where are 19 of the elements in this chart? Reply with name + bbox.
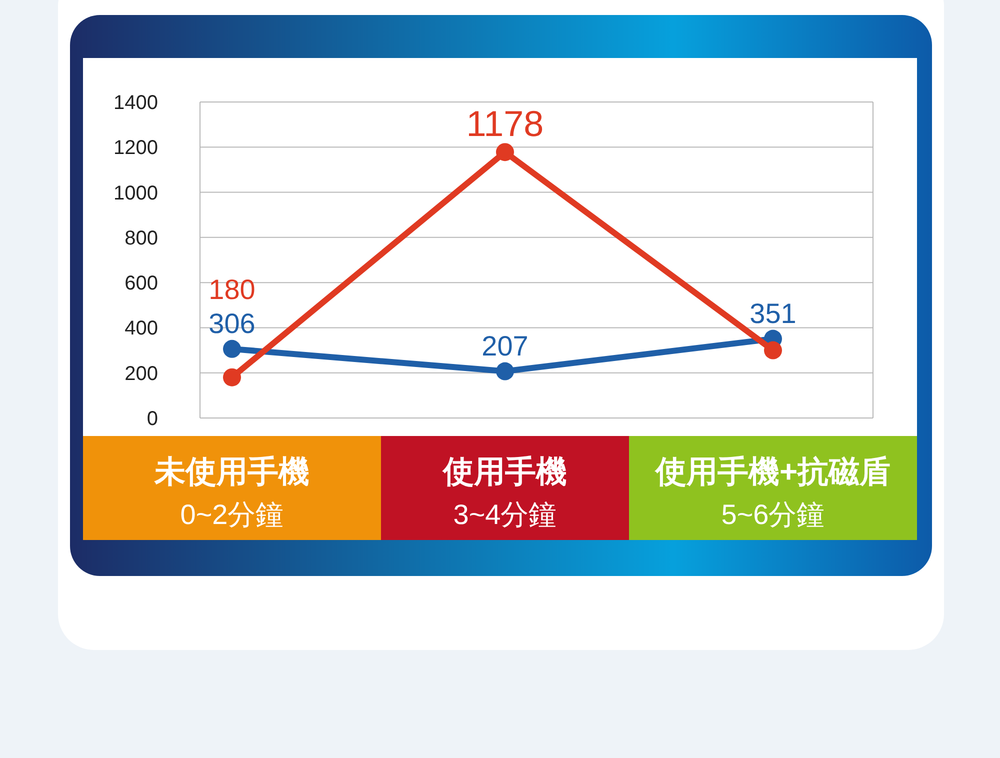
point (223, 340, 241, 358)
data-label: 306 (208, 308, 256, 339)
y-tick-label: 600 (124, 272, 158, 295)
y-tick-label: 800 (124, 227, 158, 250)
y-tick-label: 1200 (114, 137, 158, 160)
data-label: 207 (482, 330, 528, 362)
y-tick-label: 1400 (114, 92, 158, 114)
x-tick-label: 使用手機+抗磁盾 5~6分鐘 (654, 454, 891, 530)
x-tick-label: 使用手機 3~4分鐘 (442, 454, 567, 530)
data-label: 180 (208, 274, 256, 305)
x-tick-label: 未使用手機 0~2分鐘 (154, 454, 310, 530)
y-tick-label: 0 (146, 408, 158, 430)
y-tick-label: 400 (124, 318, 158, 340)
data-label: 351 (750, 298, 796, 329)
point (223, 368, 241, 386)
y-tick-label: 1000 (114, 182, 158, 204)
point (764, 341, 782, 360)
data-label: 1178 (466, 103, 544, 144)
y-tick-label: 200 (124, 362, 158, 385)
